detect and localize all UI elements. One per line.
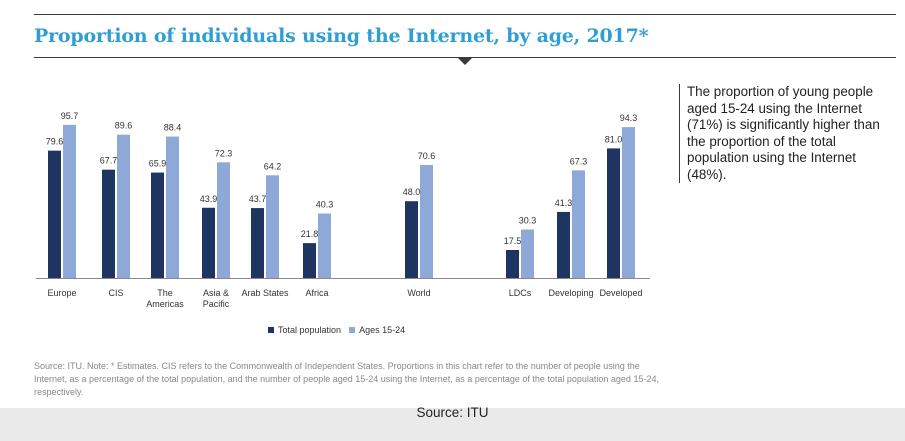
bar-youth-2 [166, 136, 179, 278]
value-label-youth-6: 70.6 [418, 151, 436, 161]
category-label-5: Africa [305, 288, 328, 298]
value-label-total-2: 65.9 [149, 159, 167, 169]
pointer-triangle [457, 57, 473, 65]
value-label-youth-9: 94.3 [620, 113, 638, 123]
bar-total-6 [405, 201, 418, 278]
bar-youth-9 [622, 127, 635, 278]
value-label-youth-0: 95.7 [61, 111, 79, 121]
value-label-youth-3: 72.3 [215, 148, 233, 158]
category-label-9: Developed [599, 288, 642, 298]
bar-youth-7 [521, 229, 534, 278]
category-label-1: CIS [108, 288, 123, 298]
category-label-0: Europe [47, 288, 76, 298]
value-label-youth-2: 88.4 [164, 123, 182, 133]
value-label-total-4: 43.7 [249, 194, 267, 204]
category-label-6: World [407, 288, 430, 298]
bar-chart: 79.6 95.7 Europe 67.7 89.6 CIS 65.9 88.4 The Amer… [36, 111, 650, 309]
caption-strip [0, 408, 905, 441]
source-caption: Source: ITU [416, 405, 489, 420]
category-label-2: The Americas [146, 288, 184, 309]
value-label-total-5: 21.8 [301, 229, 319, 239]
legend-swatch-total [268, 327, 274, 333]
category-label-7: LDCs [509, 288, 532, 298]
bar-youth-3 [217, 162, 230, 278]
legend-label-total: Total population [278, 325, 342, 335]
value-label-youth-1: 89.6 [115, 121, 133, 131]
value-label-youth-7: 30.3 [519, 216, 537, 226]
legend-item-total: Total population [268, 325, 341, 335]
bar-youth-6 [420, 165, 433, 278]
chart-title: Proportion of individuals using the Inte… [34, 25, 649, 47]
value-label-total-1: 67.7 [100, 156, 118, 166]
chart-card: Proportion of individuals using the Inte… [34, 14, 897, 397]
value-label-total-3: 43.9 [200, 194, 218, 204]
callout-text: The proportion of young people aged 15-2… [679, 84, 897, 183]
bar-youth-1 [117, 134, 130, 278]
value-label-total-7: 17.5 [504, 236, 522, 246]
value-label-youth-8: 67.3 [570, 156, 588, 166]
legend-swatch-youth [349, 327, 356, 333]
legend-item-youth: Ages 15-24 [349, 325, 405, 335]
bar-total-2 [151, 172, 164, 278]
legend: Total population Ages 15-24 [268, 325, 405, 335]
value-label-youth-5: 40.3 [316, 200, 334, 210]
legend-label-youth: Ages 15-24 [359, 325, 406, 335]
footnote: Source: ITU. Note: * Estimates. CIS refe… [34, 361, 659, 397]
value-label-total-9: 81.0 [605, 134, 623, 144]
bar-total-4 [251, 208, 264, 278]
value-label-total-0: 79.6 [46, 137, 64, 147]
value-label-total-6: 48.0 [403, 187, 421, 197]
bar-youth-0 [63, 124, 76, 278]
bar-total-8 [557, 211, 570, 278]
category-label-3: Asia & Pacific [203, 288, 230, 309]
bar-total-0 [48, 150, 61, 278]
value-label-youth-4: 64.2 [264, 161, 282, 171]
top-rule [34, 14, 896, 15]
bar-total-5 [303, 243, 316, 278]
bar-youth-8 [572, 170, 585, 278]
bar-total-3 [202, 207, 215, 278]
bar-youth-5 [318, 213, 331, 278]
bar-total-1 [102, 169, 115, 278]
bar-total-9 [607, 148, 620, 278]
value-label-total-8: 41.3 [555, 198, 573, 208]
bar-youth-4 [266, 175, 279, 278]
category-label-8: Developing [548, 288, 593, 298]
bar-total-7 [506, 250, 519, 278]
category-label-4: Arab States [241, 288, 289, 298]
